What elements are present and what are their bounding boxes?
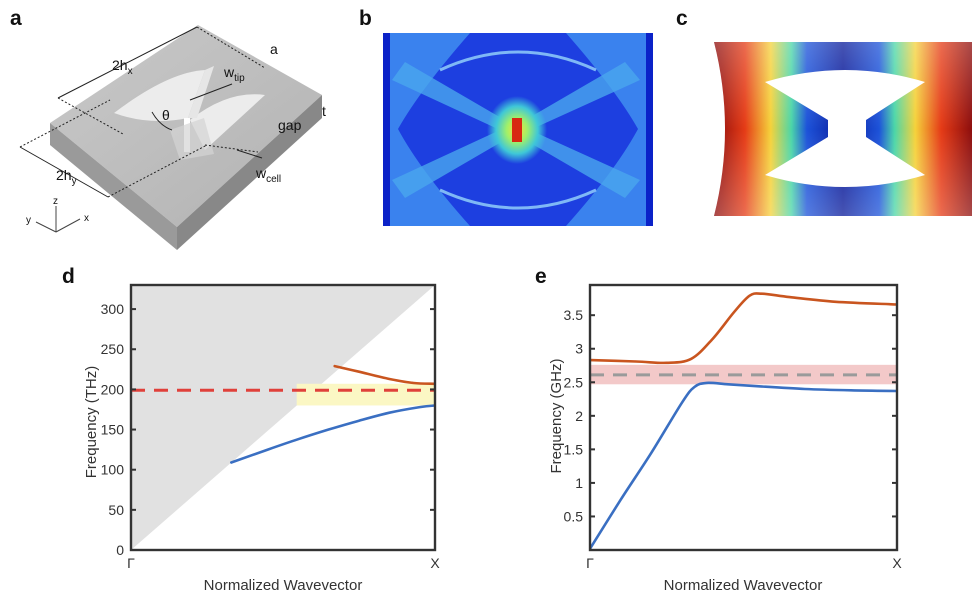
x-tick-label: X bbox=[430, 555, 440, 571]
label-wtip: wtip bbox=[223, 64, 245, 84]
band-curve-1 bbox=[230, 404, 435, 464]
label-wcell: wcell bbox=[255, 165, 281, 185]
bowtie-lobe-left bbox=[114, 70, 205, 122]
theta-label: θ bbox=[162, 107, 170, 123]
panel-b: b bbox=[359, 7, 653, 226]
x-tick-label: Γ bbox=[586, 555, 594, 571]
band-curve-2 bbox=[333, 364, 435, 386]
field-b-arc-top bbox=[439, 50, 597, 72]
panel-letter-a: a bbox=[10, 7, 22, 30]
theta-arc bbox=[151, 111, 173, 131]
y-tick-label: 3 bbox=[575, 341, 583, 357]
slab-front-face bbox=[50, 123, 177, 250]
panel-letter-b: b bbox=[359, 7, 372, 30]
axis-triad bbox=[35, 206, 81, 233]
light-cone-region bbox=[131, 285, 435, 550]
chart-d-axes: 0 50 100 150 200 250 300 Γ X bbox=[101, 283, 440, 571]
dim-2hx-ext-left bbox=[57, 97, 124, 135]
dim-2hy-ext-right bbox=[107, 144, 208, 198]
dim-gap-leader bbox=[204, 144, 259, 153]
panel-letter-d: d bbox=[62, 265, 75, 288]
y-tick-label: 300 bbox=[101, 301, 125, 317]
dim-2hx-line bbox=[57, 26, 198, 99]
dim-2hx-ext-right bbox=[196, 26, 266, 69]
chart-e-axes: 0.5 1 1.5 2 2.5 3 3.5 Γ X bbox=[564, 283, 902, 571]
panel-a: a θ 2hx 2hy a t wtip gap bbox=[10, 7, 326, 250]
bowtie-upper-wedge bbox=[188, 66, 214, 118]
label-2hy: 2hy bbox=[56, 167, 77, 187]
band-curve-2 bbox=[590, 292, 897, 365]
field-b-arc-bottom bbox=[439, 188, 597, 210]
label-a: a bbox=[270, 41, 278, 57]
bandgap-region bbox=[590, 364, 897, 385]
chart-d-plot-area bbox=[131, 285, 435, 550]
x-tick-label: X bbox=[892, 555, 902, 571]
slab-side-face bbox=[177, 95, 322, 250]
y-tick-label: 100 bbox=[101, 462, 125, 478]
field-b-hotspot-core bbox=[512, 118, 522, 142]
band-curve-1 bbox=[590, 381, 897, 550]
panel-letter-e: e bbox=[535, 265, 547, 288]
axis-z-label: z bbox=[53, 196, 58, 207]
chart-d-frame bbox=[129, 283, 437, 552]
dim-2hy-line bbox=[19, 146, 109, 198]
dim-2hy-ext-left bbox=[19, 99, 111, 148]
field-map-b-edge-right bbox=[646, 33, 653, 226]
y-tick-label: 150 bbox=[101, 422, 125, 438]
chart-d-ylabel: Frequency (THz) bbox=[83, 366, 100, 479]
dimension-lines bbox=[19, 26, 266, 198]
axis-x-label: x bbox=[84, 213, 89, 224]
chart-e-frame bbox=[588, 283, 899, 552]
chart-d-clip-group bbox=[131, 285, 435, 550]
chart-d: d 0 50 100 150 200 250 300 Γ X Normalized Waveve… bbox=[62, 265, 440, 594]
chart-d-xlabel: Normalized Wavevector bbox=[204, 577, 363, 594]
label-t: t bbox=[322, 103, 326, 119]
panel-c: c bbox=[676, 7, 972, 216]
y-tick-label: 50 bbox=[108, 502, 124, 518]
chart-e-xlabel: Normalized Wavevector bbox=[664, 577, 823, 594]
label-gap: gap bbox=[278, 117, 302, 133]
y-tick-label: 1.5 bbox=[564, 441, 584, 457]
y-tick-label: 0 bbox=[116, 542, 124, 558]
dim-wtip-line bbox=[189, 83, 233, 101]
dim-wcell-line bbox=[236, 149, 263, 159]
y-tick-label: 3.5 bbox=[564, 307, 584, 323]
chart-e-clip-group bbox=[590, 292, 897, 550]
bandgap-region bbox=[296, 383, 435, 406]
bowtie-inner-shadow bbox=[170, 118, 214, 160]
chart-e-plot-area bbox=[590, 292, 897, 550]
axis-y-label: y bbox=[26, 215, 31, 226]
chart-e: e 0.5 1 1.5 2 2.5 3 3.5 Γ X Normalized Wavevecto… bbox=[535, 265, 902, 594]
field-map-b-edge-left bbox=[383, 33, 390, 226]
label-2hx: 2hx bbox=[112, 57, 133, 77]
panel-letter-c: c bbox=[676, 7, 688, 30]
x-tick-label: Γ bbox=[127, 555, 135, 571]
y-tick-label: 0.5 bbox=[564, 508, 584, 524]
y-tick-label: 2 bbox=[575, 408, 583, 424]
mode-c-bowtie-hole bbox=[765, 70, 925, 187]
y-tick-label: 200 bbox=[101, 381, 125, 397]
y-tick-label: 2.5 bbox=[564, 374, 584, 390]
chart-e-ylabel: Frequency (GHz) bbox=[548, 358, 565, 473]
y-tick-label: 1 bbox=[575, 475, 583, 491]
y-tick-label: 250 bbox=[101, 341, 125, 357]
